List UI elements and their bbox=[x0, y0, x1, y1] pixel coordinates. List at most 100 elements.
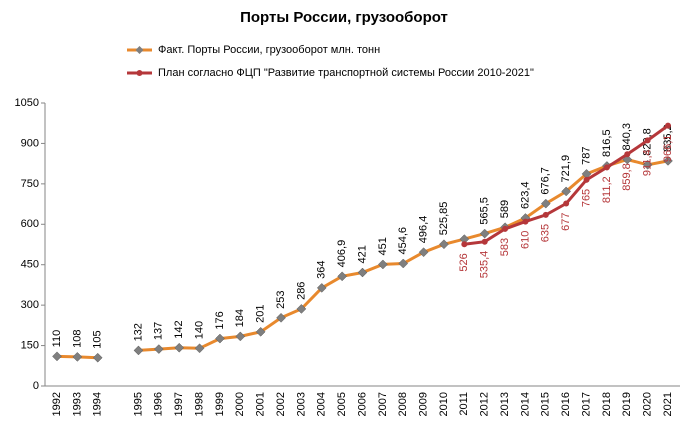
data-label: 286 bbox=[295, 282, 307, 300]
y-tick-label: 0 bbox=[33, 380, 39, 392]
data-label: 859,8 bbox=[621, 163, 633, 191]
data-label: 911,4 bbox=[642, 149, 654, 176]
data-label: 496,4 bbox=[418, 216, 430, 244]
x-tick-label: 2002 bbox=[275, 392, 287, 416]
data-label: 526 bbox=[458, 253, 470, 271]
x-tick-label: 2010 bbox=[438, 392, 450, 416]
data-label: 721,9 bbox=[560, 155, 572, 183]
x-tick-label: 2015 bbox=[540, 392, 552, 416]
data-point bbox=[52, 351, 62, 362]
data-label: 140 bbox=[193, 321, 205, 339]
data-label: 451 bbox=[377, 237, 389, 255]
data-point bbox=[72, 352, 83, 362]
data-label: 137 bbox=[153, 322, 165, 340]
data-point bbox=[316, 283, 327, 293]
data-point bbox=[357, 267, 368, 278]
data-label: 525,85 bbox=[438, 202, 450, 236]
x-tick-label: 1995 bbox=[132, 392, 144, 416]
data-point bbox=[194, 343, 205, 354]
data-label: 816,5 bbox=[601, 129, 613, 157]
legend-marker bbox=[136, 70, 143, 76]
data-point bbox=[174, 342, 185, 353]
data-point bbox=[561, 186, 572, 197]
data-label: 132 bbox=[132, 323, 144, 341]
legend-marker bbox=[135, 46, 144, 54]
data-point bbox=[479, 228, 490, 239]
data-label: 623,4 bbox=[519, 181, 531, 209]
x-tick-label: 1998 bbox=[193, 392, 205, 416]
x-tick-label: 1993 bbox=[71, 392, 83, 416]
legend-label: План согласно ФЦП "Развитие транспортной… bbox=[158, 67, 534, 79]
data-label: 787 bbox=[580, 147, 592, 165]
y-tick-label: 900 bbox=[21, 137, 39, 149]
data-point bbox=[540, 198, 551, 209]
data-point bbox=[502, 225, 509, 232]
data-label: 765 bbox=[580, 189, 592, 207]
data-label: 840,3 bbox=[621, 123, 633, 151]
data-point bbox=[296, 304, 307, 314]
x-tick-label: 1997 bbox=[173, 392, 185, 416]
x-tick-label: 2003 bbox=[295, 392, 307, 416]
x-tick-label: 2012 bbox=[479, 392, 491, 416]
x-tick-label: 1992 bbox=[51, 392, 63, 416]
y-tick-label: 450 bbox=[21, 259, 39, 271]
data-label: 835,2 bbox=[662, 124, 674, 152]
x-tick-label: 1996 bbox=[153, 392, 165, 416]
data-label: 421 bbox=[356, 245, 368, 263]
x-tick-label: 2011 bbox=[458, 392, 470, 416]
data-label: 535,4 bbox=[479, 251, 491, 279]
data-point bbox=[583, 176, 590, 183]
data-point bbox=[439, 239, 449, 250]
x-tick-label: 2020 bbox=[642, 392, 654, 416]
x-tick-label: 2008 bbox=[397, 392, 409, 416]
data-label: 589 bbox=[499, 200, 511, 218]
data-point bbox=[644, 137, 651, 144]
data-point bbox=[235, 331, 246, 342]
x-tick-label: 2019 bbox=[621, 392, 633, 416]
x-tick-label: 2007 bbox=[377, 392, 389, 416]
data-point bbox=[92, 352, 103, 363]
x-tick-label: 2009 bbox=[418, 392, 430, 416]
legend-label: Факт. Порты России, грузооборот млн. тон… bbox=[158, 44, 380, 56]
x-tick-label: 2000 bbox=[234, 392, 246, 416]
x-tick-label: 2017 bbox=[580, 392, 592, 416]
data-label: 364 bbox=[316, 261, 328, 279]
data-point bbox=[663, 156, 673, 166]
y-tick-label: 750 bbox=[21, 178, 39, 190]
data-point bbox=[255, 326, 266, 337]
data-point bbox=[665, 122, 671, 129]
x-tick-label: 2018 bbox=[601, 392, 613, 416]
x-tick-label: 2005 bbox=[336, 392, 348, 416]
data-point bbox=[542, 211, 549, 218]
data-point bbox=[337, 271, 347, 282]
x-tick-label: 2004 bbox=[316, 392, 328, 416]
data-label: 677 bbox=[560, 213, 572, 231]
chart-title: Порты России, грузооборот bbox=[240, 9, 448, 26]
data-point bbox=[153, 344, 164, 354]
y-tick-label: 600 bbox=[21, 218, 39, 230]
data-point bbox=[481, 238, 488, 245]
data-point bbox=[522, 218, 529, 225]
data-label: 583 bbox=[499, 238, 511, 256]
x-tick-label: 1994 bbox=[92, 392, 104, 416]
data-point bbox=[276, 312, 286, 323]
y-tick-label: 150 bbox=[21, 339, 39, 351]
data-label: 108 bbox=[71, 330, 83, 348]
data-label: 176 bbox=[214, 311, 226, 329]
x-tick-label: 2014 bbox=[519, 392, 531, 416]
data-point bbox=[418, 247, 429, 258]
data-label: 565,5 bbox=[479, 197, 491, 225]
x-tick-label: 2006 bbox=[356, 392, 368, 416]
y-tick-label: 300 bbox=[21, 299, 39, 311]
data-label: 811,2 bbox=[601, 176, 613, 203]
data-point bbox=[563, 200, 570, 207]
data-point bbox=[642, 159, 653, 170]
x-tick-label: 2013 bbox=[499, 392, 511, 416]
data-label: 110 bbox=[51, 330, 63, 348]
data-label: 966,1 bbox=[662, 135, 674, 163]
data-label: 635 bbox=[540, 224, 552, 242]
x-tick-label: 2001 bbox=[255, 392, 267, 416]
data-label: 406,9 bbox=[336, 240, 348, 268]
x-tick-label: 2016 bbox=[560, 392, 572, 416]
